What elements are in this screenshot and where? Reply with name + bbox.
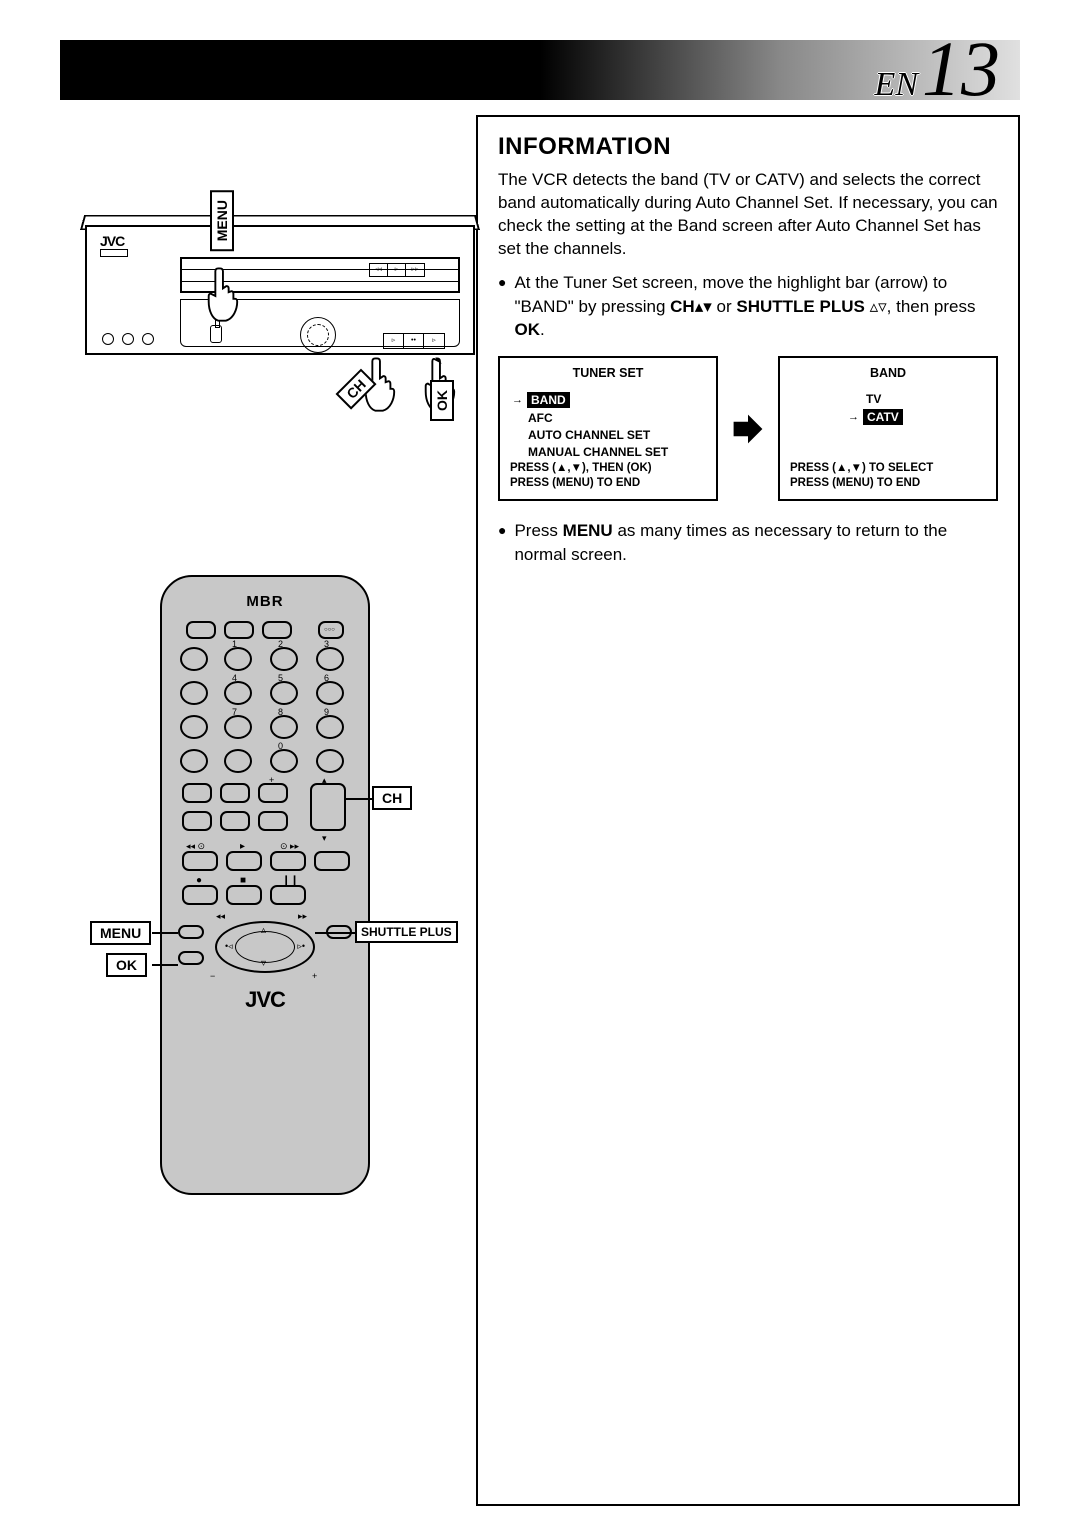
remote-num-4: [224, 681, 252, 705]
page-header: EN 13: [60, 40, 1020, 100]
remote-btn: [220, 811, 250, 831]
vcr-indicators: [102, 333, 154, 345]
tuner-set-screen: TUNER SET →BAND AFC AUTO CHANNEL SET MAN…: [498, 356, 718, 501]
hand-icon: [203, 265, 241, 325]
remote-num-8: [270, 715, 298, 739]
remote-num-6: [316, 681, 344, 705]
remote-btn: [258, 783, 288, 803]
left-column: JVC ◃◃ ▹ ▹▹ ▹ •• ▹: [60, 115, 446, 1506]
info-paragraph: The VCR detects the band (TV or CATV) an…: [498, 169, 998, 261]
bullet-1: At the Tuner Set screen, move the highli…: [498, 271, 998, 342]
arrow-icon: [730, 411, 766, 447]
callout-ok: OK: [430, 380, 454, 421]
remote-btn: [182, 783, 212, 803]
remote-ff: [270, 851, 306, 871]
callout-ch: CH: [372, 786, 412, 810]
remote-menu-btn: [178, 925, 204, 939]
callout-menu: MENU: [90, 921, 151, 945]
callout-menu: MENU: [210, 190, 234, 251]
remote-rec: [182, 885, 218, 905]
shuttle-ring: ▵ ▿ •◃ ▹•: [215, 921, 315, 973]
remote-btn: [182, 811, 212, 831]
information-box: INFORMATION The VCR detects the band (TV…: [476, 115, 1020, 1506]
callout-shuttle: SHUTTLE PLUS: [355, 921, 458, 943]
remote-illustration: MBR ○○○ 1 2 3 4 5 6 7: [160, 575, 370, 1195]
vcr-buttons-bottom: ▹ •• ▹: [383, 333, 445, 349]
remote-num-1: [224, 647, 252, 671]
remote-btn: [314, 851, 350, 871]
vcr-buttons-top: ◃◃ ▹ ▹▹: [369, 263, 425, 277]
vcr-illustration: JVC ◃◃ ▹ ▹▹ ▹ •• ▹: [80, 165, 480, 445]
remote-play: [226, 851, 262, 871]
remote-num-2: [270, 647, 298, 671]
remote-num-9: [316, 715, 344, 739]
remote-btn: [316, 749, 344, 773]
remote-btn: [224, 621, 254, 639]
remote-btn: [180, 749, 208, 773]
remote-ok-btn: [178, 951, 204, 965]
remote-btn: [220, 783, 250, 803]
remote-btn: ○○○: [318, 621, 344, 639]
band-screen: BAND TV →CATV PRESS (▲,▼) TO SELECT PRES…: [778, 356, 998, 501]
remote-num-7: [224, 715, 252, 739]
vcr-jog-dial: [300, 317, 336, 353]
info-title: INFORMATION: [498, 133, 998, 161]
osd-screens: TUNER SET →BAND AFC AUTO CHANNEL SET MAN…: [498, 356, 998, 501]
remote-num-5: [270, 681, 298, 705]
remote-brand-bottom: JVC: [160, 987, 370, 1013]
page-num: 13: [922, 38, 1000, 100]
bullet-2: Press MENU as many times as necessary to…: [498, 519, 998, 567]
remote-num-0: [270, 749, 298, 773]
remote-rewind: [182, 851, 218, 871]
vcr-menu-button: [210, 325, 222, 343]
vcr-brand: JVC: [100, 233, 124, 249]
remote-btn: [186, 621, 216, 639]
callout-ok: OK: [106, 953, 147, 977]
remote-stop: [226, 885, 262, 905]
remote-btn: [180, 715, 208, 739]
page-lang: EN: [875, 66, 918, 104]
remote-btn: [258, 811, 288, 831]
remote-btn: [180, 681, 208, 705]
remote-brand-top: MBR: [160, 593, 370, 610]
content: JVC ◃◃ ▹ ▹▹ ▹ •• ▹: [60, 115, 1020, 1506]
remote-btn: [224, 749, 252, 773]
remote-pause: [270, 885, 306, 905]
page-number: EN 13: [875, 38, 1000, 104]
remote-btn: [180, 647, 208, 671]
remote-num-3: [316, 647, 344, 671]
remote-ch-rocker: [310, 783, 346, 831]
remote-btn: [262, 621, 292, 639]
